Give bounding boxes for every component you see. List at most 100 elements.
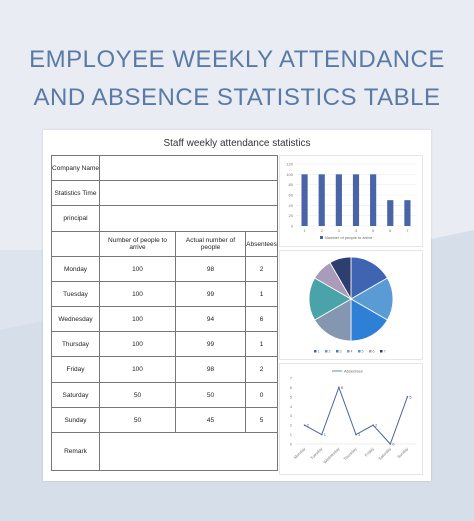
- principal-value[interactable]: [99, 205, 278, 232]
- legend-swatch: [347, 350, 350, 353]
- x-tick-label: 7: [406, 228, 409, 233]
- y-tick-label: 6: [290, 385, 293, 390]
- line-point: [320, 433, 323, 436]
- actual-cell[interactable]: 99: [175, 281, 246, 307]
- absent-cell[interactable]: 1: [245, 281, 278, 307]
- data-label: 5: [409, 394, 412, 399]
- line-point: [406, 396, 409, 398]
- absent-cell[interactable]: 0: [245, 382, 278, 408]
- pie-slice: [350, 256, 388, 300]
- legend-swatch: [320, 236, 323, 239]
- remark-row: Remark: [51, 432, 278, 471]
- company-name-value[interactable]: [99, 155, 278, 181]
- y-tick-label: 60: [289, 193, 294, 198]
- legend-swatch: [325, 350, 328, 353]
- day-cell: Wednesday: [51, 306, 100, 332]
- table-row: Monday 100 98 2: [51, 256, 278, 282]
- company-name-label: Company Name: [51, 155, 100, 181]
- legend-label: 2: [329, 350, 331, 354]
- day-cell: Saturday: [51, 382, 100, 408]
- data-label: 0: [392, 442, 395, 447]
- table-row: Sunday 50 45 5: [51, 407, 278, 433]
- legend-label: Absentees: [344, 369, 363, 374]
- table-row: Friday 100 98 2: [51, 356, 278, 383]
- day-cell: Friday: [51, 356, 100, 383]
- data-label: 1: [358, 432, 361, 437]
- legend-swatch: [380, 350, 383, 353]
- legend-label: 4: [351, 350, 353, 354]
- absent-cell[interactable]: 5: [245, 407, 278, 433]
- absent-cell[interactable]: 6: [245, 306, 278, 332]
- remark-value[interactable]: [99, 432, 278, 471]
- bar: [404, 200, 411, 226]
- page-title-line2: AND ABSENCE STATISTICS TABLE: [33, 84, 441, 111]
- day-cell: Sunday: [51, 407, 100, 433]
- legend-label: 7: [384, 350, 386, 354]
- data-label: 1: [324, 432, 327, 437]
- y-tick-label: 100: [286, 172, 293, 177]
- data-label: 2: [307, 423, 310, 428]
- spreadsheet-preview: Staff weekly attendance statistics Compa…: [43, 130, 431, 481]
- actual-cell[interactable]: 98: [175, 356, 246, 383]
- pie-slice: [329, 256, 352, 301]
- arrive-cell[interactable]: 50: [99, 382, 176, 408]
- header-absentees: Absentees: [245, 231, 278, 257]
- header-arrive: Number of people to arrive: [99, 231, 176, 257]
- x-tick-label: Wednesday: [322, 446, 340, 464]
- x-tick-label: 2: [321, 228, 324, 233]
- legend-label: Number of people to arrive: [325, 235, 373, 240]
- bar: [318, 174, 325, 226]
- arrive-cell[interactable]: 100: [99, 256, 176, 282]
- table-row: Thursday 100 99 1: [51, 331, 278, 357]
- table-row: Wednesday 100 94 6: [51, 306, 278, 332]
- absent-cell[interactable]: 1: [245, 331, 278, 357]
- actual-cell[interactable]: 99: [175, 331, 246, 357]
- x-tick-label: 3: [338, 228, 341, 233]
- y-tick-label: 7: [290, 376, 293, 381]
- legend-swatch: [336, 350, 339, 353]
- legend-label: 6: [373, 350, 375, 354]
- arrive-cell[interactable]: 100: [99, 281, 176, 307]
- actual-cell[interactable]: 45: [175, 407, 246, 433]
- actual-cell[interactable]: 98: [175, 256, 246, 282]
- y-tick-label: 80: [289, 182, 294, 187]
- bar: [387, 200, 394, 226]
- pie-slice: [314, 298, 352, 342]
- info-row-time: Statistics Time: [51, 180, 278, 206]
- statistics-time-value[interactable]: [99, 180, 278, 206]
- principal-label: principal: [51, 205, 100, 232]
- x-tick-label: Friday: [363, 446, 374, 457]
- absent-cell[interactable]: 2: [245, 256, 278, 282]
- legend-swatch: [369, 350, 372, 353]
- line-point: [389, 443, 392, 445]
- arrive-cell[interactable]: 50: [99, 407, 176, 433]
- y-tick-label: 0: [291, 224, 294, 229]
- y-tick-label: 0: [290, 442, 293, 447]
- sheet-title: Staff weekly attendance statistics: [163, 138, 311, 149]
- line-point: [372, 424, 374, 426]
- arrive-cell[interactable]: 100: [99, 306, 176, 332]
- page-title-line1: EMPLOYEE WEEKLY ATTENDANCE: [29, 46, 445, 73]
- bar: [370, 174, 377, 226]
- bar-chart-svg: 0 20 40 60 80 100 120 1 2 3 4 5 6 7 Number of people t…: [286, 162, 416, 240]
- header-actual: Actual number of people: [175, 231, 246, 257]
- y-tick-label: 4: [290, 404, 293, 409]
- table-row: Tuesday 100 99 1: [51, 281, 278, 307]
- x-tick-label: 5: [372, 228, 375, 233]
- table-row: Saturday 50 50 0: [51, 382, 278, 408]
- day-cell: Monday: [51, 256, 100, 282]
- legend-label: 1: [318, 350, 320, 354]
- line-point: [338, 386, 340, 389]
- arrive-cell[interactable]: 100: [99, 331, 176, 357]
- actual-cell[interactable]: 94: [175, 306, 246, 332]
- x-tick-label: Monday: [293, 446, 307, 460]
- arrive-cell[interactable]: 100: [99, 356, 176, 383]
- info-row-principal: principal: [51, 205, 278, 232]
- bar: [301, 174, 308, 226]
- absent-cell[interactable]: 2: [245, 356, 278, 383]
- x-tick-label: 6: [389, 228, 392, 233]
- x-tick-label: 4: [355, 228, 358, 233]
- bar: [352, 174, 360, 226]
- actual-cell[interactable]: 50: [175, 382, 246, 408]
- x-tick-label: Sunday: [396, 446, 409, 459]
